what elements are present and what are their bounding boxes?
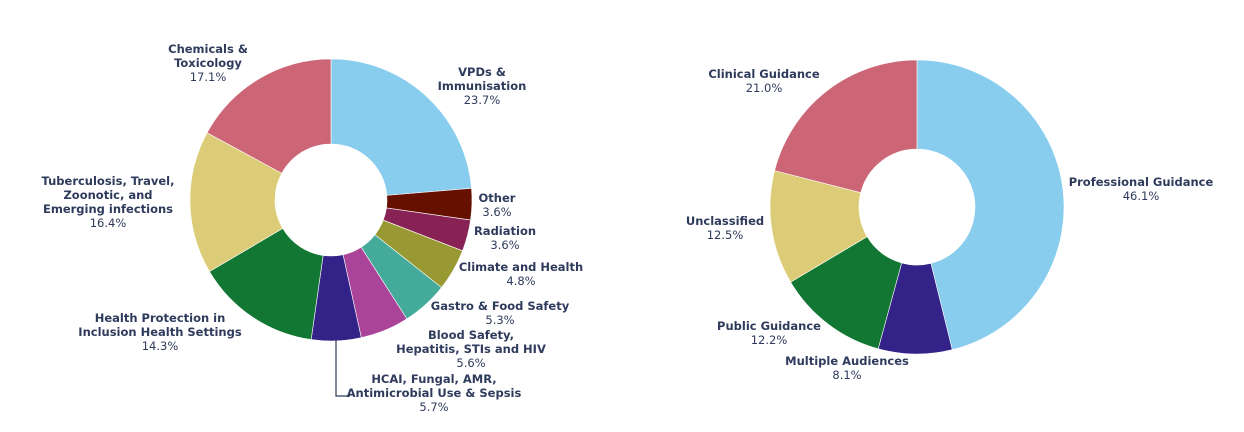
slice-label-percent: 3.6% bbox=[490, 238, 519, 252]
slice-label-name-line: Blood Safety, bbox=[428, 328, 514, 342]
slice-label-percent: 17.1% bbox=[190, 70, 227, 84]
slice-label-name-line: Gastro & Food Safety bbox=[431, 299, 570, 313]
slice-chemicals-and-toxicology[interactable] bbox=[206, 58, 332, 174]
slice-label-percent: 3.6% bbox=[482, 205, 511, 219]
slice-clinical-guidance[interactable] bbox=[774, 59, 918, 194]
slice-label-percent: 14.3% bbox=[142, 339, 179, 353]
slice-label-name-line: Climate and Health bbox=[459, 260, 583, 274]
slice-label-name-line: HCAI, Fungal, AMR, bbox=[371, 372, 496, 386]
slice-label-percent: 5.3% bbox=[485, 313, 514, 327]
slice-label-name-line: Zoonotic, and bbox=[63, 188, 152, 202]
slice-label-public-guidance: Public Guidance 12.2% bbox=[717, 319, 821, 347]
slice-label-percent: 12.2% bbox=[751, 333, 788, 347]
slice-label-gastro-and-food-safety: Gastro & Food Safety 5.3% bbox=[431, 299, 570, 327]
slice-label-other: Other 3.6% bbox=[479, 191, 516, 219]
slice-label-name-line: Toxicology bbox=[174, 56, 242, 70]
slice-label-name-line: Health Protection in bbox=[95, 311, 226, 325]
slice-label-name-line: Chemicals & bbox=[168, 42, 248, 56]
topic-donut-chart: VPDs & Immunisation 23.7%Other 3.6%Radiatio… bbox=[42, 42, 584, 414]
slice-professional-guidance[interactable] bbox=[916, 59, 1065, 351]
slice-label-name-line: Emerging infections bbox=[43, 202, 173, 216]
slice-label-percent: 16.4% bbox=[90, 216, 127, 230]
slice-label-percent: 21.0% bbox=[746, 81, 783, 95]
slice-label-name-line: Clinical Guidance bbox=[708, 67, 820, 81]
slice-label-name-line: Multiple Audiences bbox=[785, 354, 909, 368]
slice-label-percent: 8.1% bbox=[832, 368, 861, 382]
slice-label-unclassified: Unclassified 12.5% bbox=[686, 214, 764, 242]
slice-label-name-line: Unclassified bbox=[686, 214, 764, 228]
slice-label-tuberculosis-travel-zoonotic-and-emerging-infections: Tuberculosis, Travel, Zoonotic, and Emergi… bbox=[42, 174, 175, 230]
slice-label-blood-safety-hepatitis-stis-and-hiv: Blood Safety, Hepatitis, STIs and HIV 5.6% bbox=[396, 328, 546, 370]
slice-label-name-line: Public Guidance bbox=[717, 319, 821, 333]
slice-label-name-line: Professional Guidance bbox=[1069, 175, 1214, 189]
slice-label-radiation: Radiation 3.6% bbox=[474, 224, 536, 252]
slice-label-name-line: Inclusion Health Settings bbox=[78, 325, 242, 339]
leader-line-hcai-fungal-amr-antimicrobial-use-and-sepsis bbox=[335, 340, 350, 397]
slice-label-vpds-and-immunisation: VPDs & Immunisation 23.7% bbox=[438, 65, 527, 107]
slice-label-climate-and-health: Climate and Health 4.8% bbox=[459, 260, 583, 288]
slice-label-name-line: Antimicrobial Use & Sepsis bbox=[347, 386, 522, 400]
slice-label-name-line: VPDs & bbox=[458, 65, 506, 79]
slice-label-professional-guidance: Professional Guidance 46.1% bbox=[1069, 175, 1214, 203]
slice-label-clinical-guidance: Clinical Guidance 21.0% bbox=[708, 67, 820, 95]
slice-label-name-line: Immunisation bbox=[438, 79, 527, 93]
slice-vpds-and-immunisation[interactable] bbox=[330, 58, 472, 196]
audience-donut-chart: Professional Guidance 46.1% Multiple Audie… bbox=[686, 59, 1214, 382]
slice-label-name-line: Radiation bbox=[474, 224, 536, 238]
slice-label-name-line: Tuberculosis, Travel, bbox=[42, 174, 175, 188]
slice-label-hcai-fungal-amr-antimicrobial-use-and-sepsis: HCAI, Fungal, AMR, Antimicrobial Use & Se… bbox=[347, 372, 522, 414]
slice-label-multiple-audiences: Multiple Audiences 8.1% bbox=[785, 354, 909, 382]
slice-label-percent: 5.6% bbox=[456, 356, 485, 370]
slice-label-chemicals-and-toxicology: Chemicals & Toxicology 17.1% bbox=[168, 42, 248, 84]
slice-label-percent: 23.7% bbox=[464, 93, 501, 107]
slice-label-percent: 5.7% bbox=[419, 400, 448, 414]
slice-label-percent: 4.8% bbox=[506, 274, 535, 288]
slice-label-percent: 46.1% bbox=[1123, 189, 1160, 203]
slice-label-name-line: Hepatitis, STIs and HIV bbox=[396, 342, 546, 356]
slice-label-percent: 12.5% bbox=[707, 228, 744, 242]
slice-label-name-line: Other bbox=[479, 191, 516, 205]
slice-tuberculosis-travel-zoonotic-and-emerging-infections[interactable] bbox=[189, 132, 284, 272]
slice-label-health-protection-in-inclusion-health-settings: Health Protection in Inclusion Health Set… bbox=[78, 311, 242, 353]
